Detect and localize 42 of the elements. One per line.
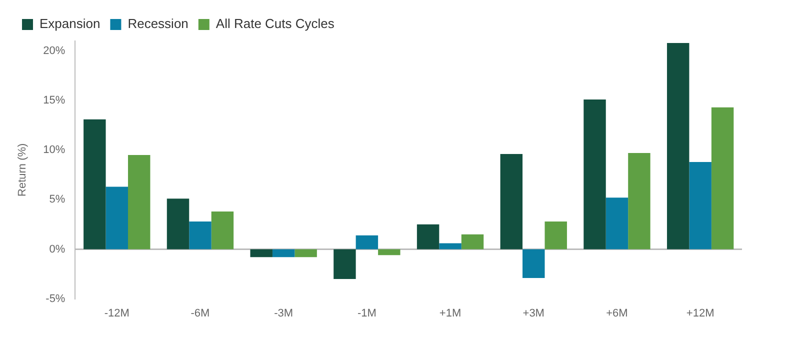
bar: [106, 186, 128, 250]
y-tick-label: 20%: [43, 44, 66, 57]
bar: [711, 107, 734, 250]
bar: [628, 153, 650, 250]
x-tick-label: +6M: [606, 307, 628, 320]
bar: [416, 224, 440, 250]
y-tick-label: 15%: [43, 94, 66, 107]
bar: [544, 221, 567, 250]
x-tick-label: +12M: [686, 307, 714, 320]
x-tick-label: -6M: [190, 307, 210, 320]
bar: [500, 154, 523, 250]
bar: [334, 249, 356, 279]
bar: [272, 249, 295, 258]
x-tick-label: +1M: [439, 307, 462, 320]
bar: [128, 155, 150, 250]
bar: [189, 221, 212, 250]
bar: [166, 198, 190, 250]
legend-label: All Rate Cuts Cycles: [216, 16, 335, 32]
y-tick-label: 5%: [49, 194, 66, 206]
bar: [584, 100, 606, 250]
bar: [378, 249, 400, 256]
x-tick-label: +3M: [522, 307, 544, 320]
bar: [689, 162, 712, 250]
bar: [250, 249, 272, 258]
bar: [439, 243, 462, 250]
y-tick-label: 0%: [49, 243, 66, 256]
bar: [461, 234, 484, 250]
bar: [84, 119, 106, 250]
x-tick-label: -12M: [104, 307, 130, 320]
bar: [666, 42, 690, 250]
bar: [211, 212, 234, 250]
bar: [606, 198, 628, 250]
y-axis-title: Return (%): [16, 143, 29, 196]
legend-label: Expansion: [40, 16, 100, 32]
y-tick-label: -5%: [46, 292, 66, 305]
legend-label: Recession: [128, 16, 188, 32]
y-tick-label: 10%: [43, 144, 66, 156]
bar: [294, 249, 317, 258]
x-tick-label: -3M: [274, 307, 294, 320]
bar: [522, 249, 545, 278]
bar: [356, 235, 378, 250]
x-tick-label: -1M: [357, 307, 376, 320]
